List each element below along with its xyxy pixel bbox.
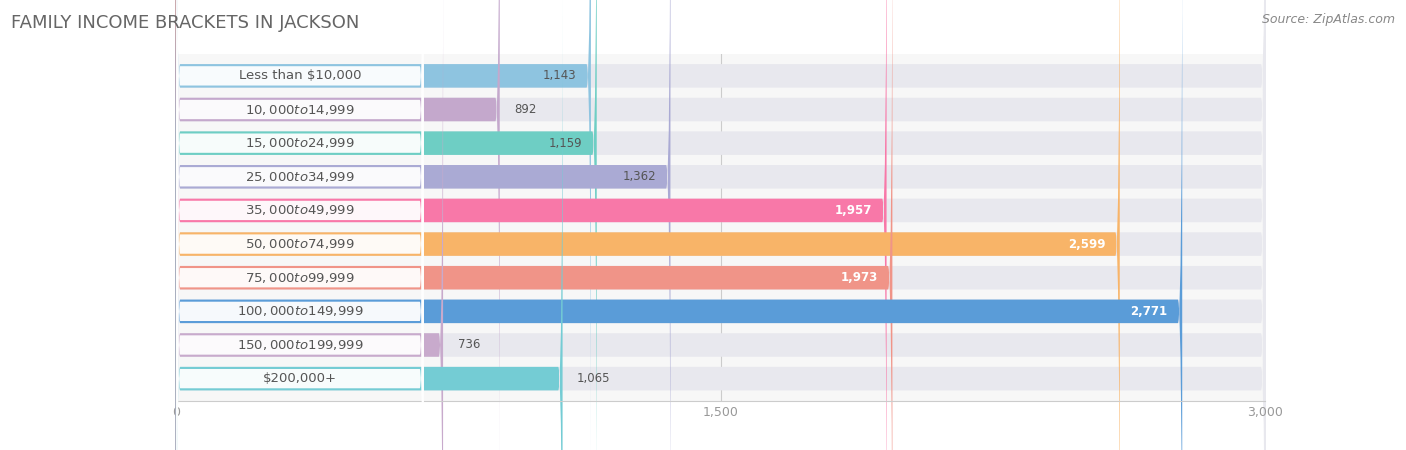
FancyBboxPatch shape [177,0,423,436]
Text: $50,000 to $74,999: $50,000 to $74,999 [245,237,354,251]
FancyBboxPatch shape [176,0,1265,450]
Text: $15,000 to $24,999: $15,000 to $24,999 [245,136,354,150]
FancyBboxPatch shape [176,0,671,450]
Text: 2,599: 2,599 [1067,238,1105,251]
Text: $25,000 to $34,999: $25,000 to $34,999 [245,170,354,184]
FancyBboxPatch shape [177,52,423,450]
Text: 1,973: 1,973 [841,271,877,284]
Text: 892: 892 [515,103,537,116]
FancyBboxPatch shape [176,0,1265,450]
FancyBboxPatch shape [177,0,423,403]
Text: Source: ZipAtlas.com: Source: ZipAtlas.com [1261,14,1395,27]
FancyBboxPatch shape [177,0,423,450]
Text: $150,000 to $199,999: $150,000 to $199,999 [236,338,363,352]
FancyBboxPatch shape [176,0,562,450]
Text: 1,957: 1,957 [835,204,872,217]
FancyBboxPatch shape [176,0,1119,450]
FancyBboxPatch shape [176,0,1265,450]
FancyBboxPatch shape [176,0,893,450]
Text: $35,000 to $49,999: $35,000 to $49,999 [245,203,354,217]
Text: $10,000 to $14,999: $10,000 to $14,999 [245,103,354,117]
Text: $75,000 to $99,999: $75,000 to $99,999 [245,271,354,285]
Text: 736: 736 [457,338,479,351]
Text: 2,771: 2,771 [1130,305,1168,318]
FancyBboxPatch shape [176,0,1265,450]
Text: $100,000 to $149,999: $100,000 to $149,999 [236,304,363,318]
FancyBboxPatch shape [176,0,1265,450]
FancyBboxPatch shape [177,18,423,450]
FancyBboxPatch shape [177,0,423,450]
FancyBboxPatch shape [176,0,591,450]
FancyBboxPatch shape [177,0,423,450]
FancyBboxPatch shape [177,0,423,450]
FancyBboxPatch shape [176,0,1265,450]
FancyBboxPatch shape [176,0,1265,450]
FancyBboxPatch shape [176,0,1265,450]
Text: $200,000+: $200,000+ [263,372,337,385]
Text: FAMILY INCOME BRACKETS IN JACKSON: FAMILY INCOME BRACKETS IN JACKSON [11,14,360,32]
FancyBboxPatch shape [176,0,887,450]
FancyBboxPatch shape [176,0,1182,450]
FancyBboxPatch shape [176,0,443,450]
FancyBboxPatch shape [176,0,596,450]
FancyBboxPatch shape [177,0,423,450]
FancyBboxPatch shape [176,0,499,450]
FancyBboxPatch shape [176,0,1265,450]
Text: 1,362: 1,362 [623,170,657,183]
Text: 1,143: 1,143 [543,69,576,82]
FancyBboxPatch shape [176,0,1265,450]
FancyBboxPatch shape [177,0,423,450]
Text: Less than $10,000: Less than $10,000 [239,69,361,82]
Text: 1,159: 1,159 [548,137,582,150]
Text: 1,065: 1,065 [576,372,610,385]
